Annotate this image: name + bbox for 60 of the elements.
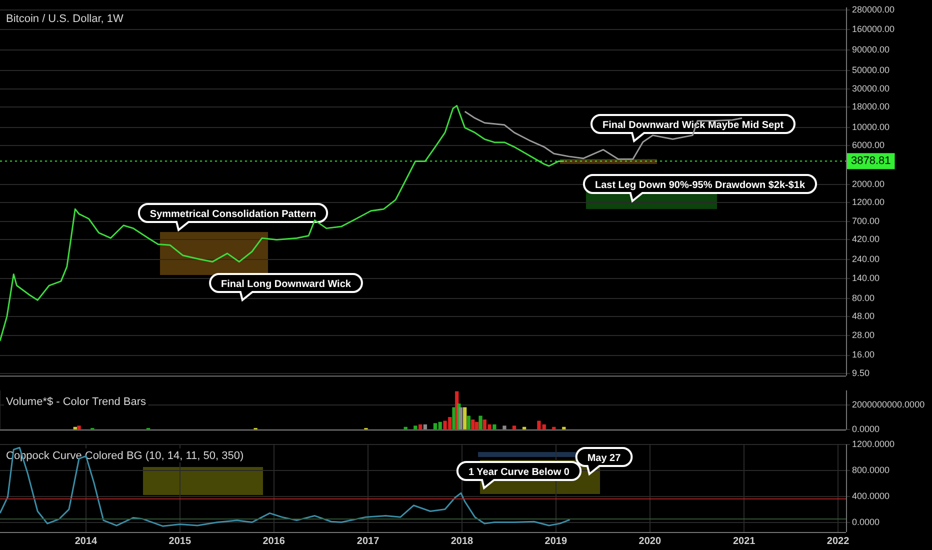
text: Volume*$ - Color Trend Bars — [6, 396, 147, 408]
bar — [502, 426, 506, 430]
y-tick-label: 700.00 — [852, 216, 880, 226]
y-tick-label: 48.00 — [852, 310, 875, 321]
y-tick-label: 1200.00 — [852, 197, 885, 208]
y-tick-label: 80.00 — [852, 292, 875, 303]
y-tick-label: 1200.0000 — [852, 438, 895, 449]
y-tick-label: 10000.00 — [852, 122, 890, 132]
y-tick-label: 18000.00 — [852, 101, 890, 112]
y-tick-label: 400.0000 — [852, 490, 890, 501]
x-tick-label: 2014 — [74, 536, 98, 547]
bar — [474, 422, 478, 430]
x-tick-label: 2015 — [168, 536, 192, 547]
bar — [77, 426, 81, 430]
annotation: May 27 — [587, 452, 622, 464]
bar — [73, 426, 77, 430]
annotation: Symmetrical Consolidation Pattern — [150, 208, 316, 220]
bar — [562, 426, 566, 430]
x-tick-label: 2017 — [356, 536, 380, 547]
y-tick-label: 420.00 — [852, 234, 880, 244]
x-tick-label: 2022 — [826, 536, 850, 547]
y-tick-label: 90000.00 — [852, 44, 890, 54]
x-tick-label: 2018 — [450, 536, 474, 547]
annotation: Final Long Downward Wick — [221, 278, 352, 290]
bar — [458, 407, 463, 430]
y-tick-label: 9.50 — [852, 368, 870, 378]
y-tick-label: 6000.00 — [852, 140, 885, 150]
bar — [423, 424, 428, 430]
y-tick-label: 16.00 — [852, 350, 875, 360]
y-tick-label: 280000.00 — [852, 4, 895, 14]
bar — [478, 416, 482, 430]
bar — [404, 426, 408, 430]
y-tick-label: 0.0000 — [852, 424, 880, 434]
bar — [466, 416, 471, 430]
bar — [552, 426, 556, 430]
y-tick-label: 30000.00 — [852, 83, 890, 94]
y-tick-label: 28.00 — [852, 330, 875, 340]
y-tick-label: 140.00 — [852, 273, 880, 284]
bar — [462, 407, 467, 430]
x-tick-label: 2016 — [262, 536, 286, 547]
y-tick-label: 160000.00 — [852, 24, 895, 34]
y-tick-label: 0.0000 — [852, 516, 880, 527]
bar — [522, 426, 526, 430]
y-tick-label: 800.0000 — [852, 464, 890, 475]
x-tick-label: 2021 — [732, 536, 756, 547]
x-tick-label: 2019 — [544, 536, 568, 547]
y-tick-label: 2000000000.0000 — [852, 400, 925, 410]
bar — [414, 426, 418, 430]
y-tick-label: 2000.00 — [852, 179, 885, 190]
bar — [512, 426, 516, 430]
text: Bitcoin / U.S. Dollar, 1W — [6, 12, 124, 25]
annotation: 1 Year Curve Below 0 — [468, 466, 570, 478]
y-tick-label: 50000.00 — [852, 65, 890, 76]
bar — [418, 424, 422, 430]
x-tick-label: 2020 — [638, 536, 662, 547]
ref-line-label: 3878.81 — [851, 155, 891, 168]
y-tick-label: 240.00 — [852, 254, 880, 264]
bar — [492, 424, 496, 430]
annotation: Last Leg Down 90%-95% Drawdown $2k-$1k — [594, 180, 806, 191]
bar — [470, 419, 475, 430]
